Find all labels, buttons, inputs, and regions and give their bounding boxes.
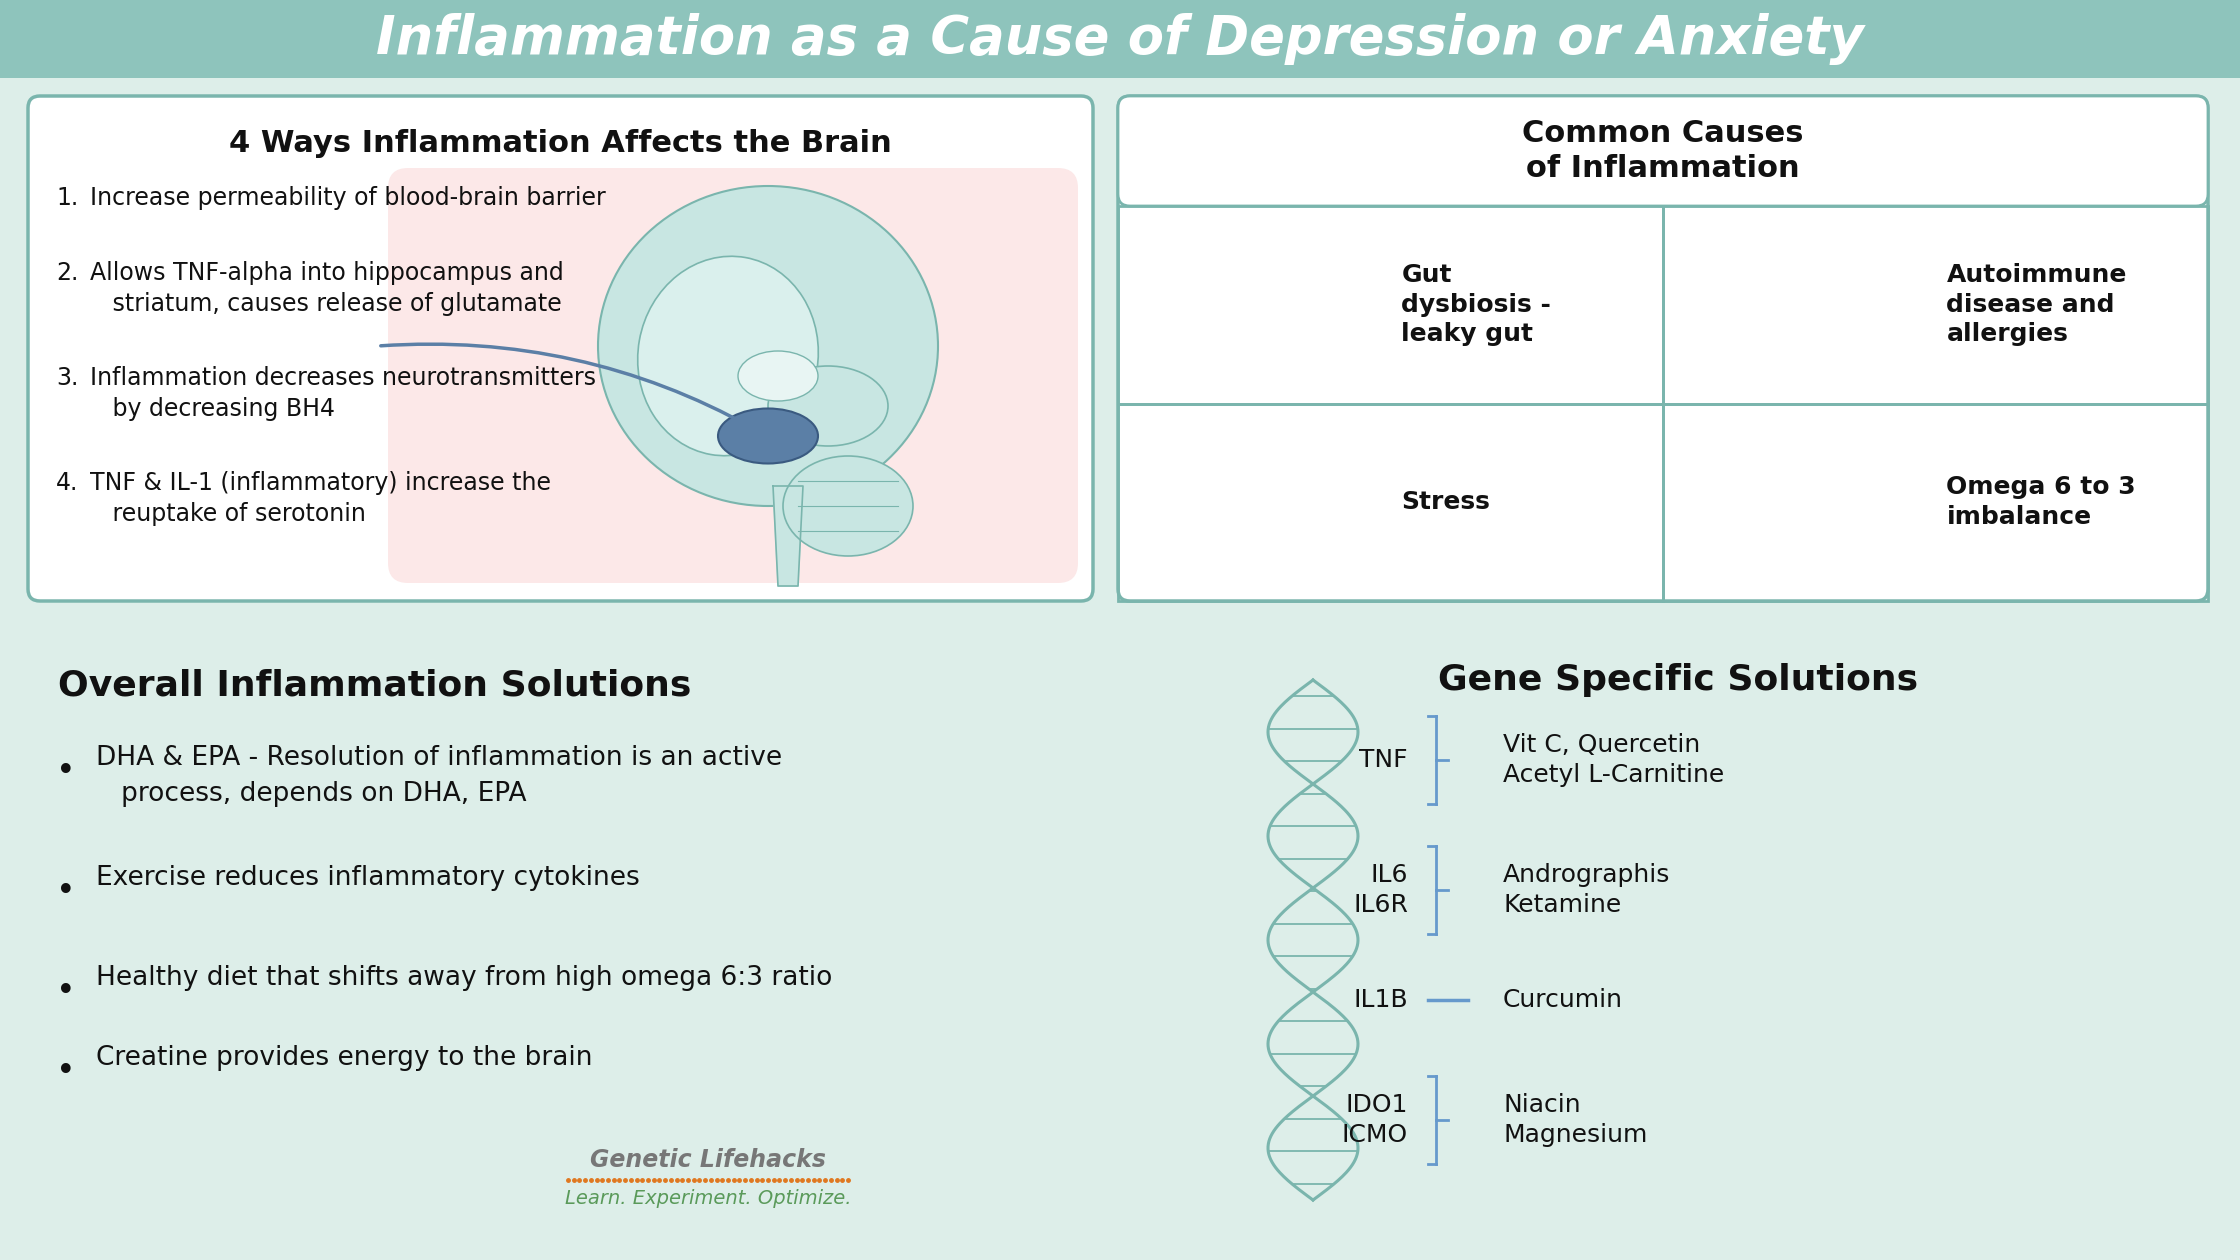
Bar <box>0 0 2240 78</box>
Bar <box>1118 205 1662 403</box>
Text: Inflammation as a Cause of Depression or Anxiety: Inflammation as a Cause of Depression or… <box>376 13 1864 66</box>
Bar <box>1118 403 1662 601</box>
Text: IL6
IL6R: IL6 IL6R <box>1353 863 1409 917</box>
Text: Andrographis
Ketamine: Andrographis Ketamine <box>1503 863 1671 917</box>
FancyBboxPatch shape <box>388 168 1077 583</box>
Text: TNF: TNF <box>1360 748 1409 772</box>
FancyBboxPatch shape <box>1118 96 2209 205</box>
Ellipse shape <box>768 365 887 446</box>
Text: Overall Inflammation Solutions: Overall Inflammation Solutions <box>58 668 692 702</box>
Text: Autoimmune
disease and
allergies: Autoimmune disease and allergies <box>1947 263 2126 346</box>
Text: IL1B: IL1B <box>1353 988 1409 1012</box>
Text: 1.: 1. <box>56 186 78 210</box>
Polygon shape <box>773 486 802 586</box>
Text: TNF & IL-1 (inflammatory) increase the
   reuptake of serotonin: TNF & IL-1 (inflammatory) increase the r… <box>90 471 551 525</box>
Text: Curcumin: Curcumin <box>1503 988 1624 1012</box>
Text: Gene Specific Solutions: Gene Specific Solutions <box>1438 663 1917 697</box>
Text: DHA & EPA - Resolution of inflammation is an active
   process, depends on DHA, : DHA & EPA - Resolution of inflammation i… <box>96 745 782 806</box>
Text: Allows TNF-alpha into hippocampus and
   striatum, causes release of glutamate: Allows TNF-alpha into hippocampus and st… <box>90 261 564 316</box>
Bar <box>1662 403 2209 601</box>
Text: Niacin
Magnesium: Niacin Magnesium <box>1503 1092 1646 1148</box>
Text: Healthy diet that shifts away from high omega 6:3 ratio: Healthy diet that shifts away from high … <box>96 965 833 992</box>
Text: Increase permeability of blood-brain barrier: Increase permeability of blood-brain bar… <box>90 186 605 210</box>
Text: Vit C, Quercetin
Acetyl L-Carnitine: Vit C, Quercetin Acetyl L-Carnitine <box>1503 732 1725 788</box>
FancyBboxPatch shape <box>27 96 1093 601</box>
Text: •: • <box>56 755 76 788</box>
FancyBboxPatch shape <box>1118 96 2209 601</box>
Text: Common Causes
of Inflammation: Common Causes of Inflammation <box>1523 118 1803 184</box>
Text: Genetic Lifehacks: Genetic Lifehacks <box>589 1148 827 1172</box>
Text: 3.: 3. <box>56 365 78 391</box>
Text: Inflammation decreases neurotransmitters
   by decreasing BH4: Inflammation decreases neurotransmitters… <box>90 365 596 421</box>
Ellipse shape <box>737 352 818 401</box>
Ellipse shape <box>784 456 914 556</box>
Text: Learn. Experiment. Optimize.: Learn. Experiment. Optimize. <box>564 1188 851 1207</box>
Text: 4 Ways Inflammation Affects the Brain: 4 Ways Inflammation Affects the Brain <box>228 130 892 159</box>
Text: •: • <box>56 1055 76 1087</box>
Ellipse shape <box>719 408 818 464</box>
Text: Creatine provides energy to the brain: Creatine provides energy to the brain <box>96 1045 594 1071</box>
Text: •: • <box>56 874 76 908</box>
Ellipse shape <box>598 186 939 507</box>
Bar <box>1662 205 2209 403</box>
Text: •: • <box>56 975 76 1008</box>
Text: Exercise reduces inflammatory cytokines: Exercise reduces inflammatory cytokines <box>96 866 641 891</box>
Text: 4.: 4. <box>56 471 78 495</box>
Text: Gut
dysbiosis -
leaky gut: Gut dysbiosis - leaky gut <box>1402 263 1552 346</box>
Text: Stress: Stress <box>1402 490 1490 514</box>
Text: IDO1
ICMO: IDO1 ICMO <box>1342 1094 1409 1147</box>
Text: 2.: 2. <box>56 261 78 285</box>
Ellipse shape <box>638 256 818 456</box>
Text: Omega 6 to 3
imbalance: Omega 6 to 3 imbalance <box>1947 475 2137 529</box>
